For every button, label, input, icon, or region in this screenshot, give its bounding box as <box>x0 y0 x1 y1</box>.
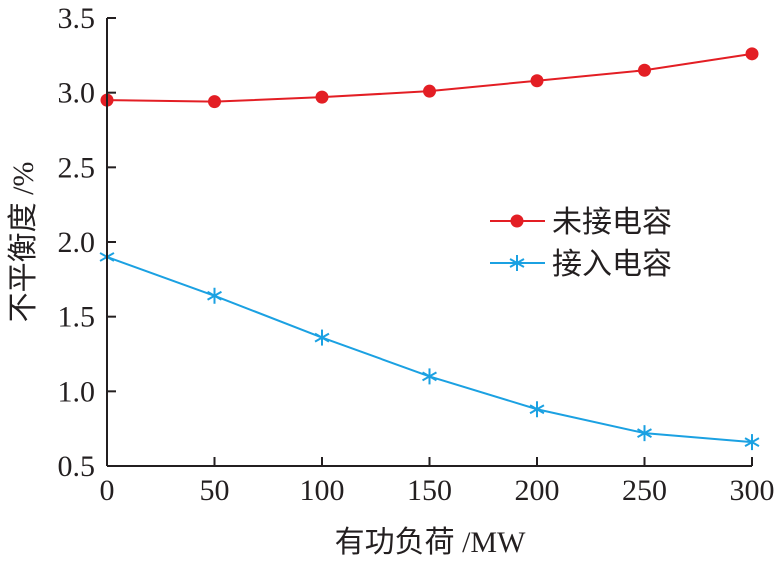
x-tick-label: 100 <box>300 474 345 507</box>
asterisk-stroke <box>207 290 222 301</box>
legend-label: 未接电容 <box>552 206 672 239</box>
y-tick-label: 3.5 <box>58 2 96 35</box>
ticks: 0 50 100 150 200 250 300 0.5 1.0 1.5 2.0 2.5 3.0 3.5 <box>58 2 775 507</box>
data-point-asterisk <box>509 255 525 271</box>
y-tick-label: 1.5 <box>58 301 96 334</box>
data-point-asterisk <box>529 401 545 418</box>
data-point-circle <box>745 47 759 61</box>
y-tick-label: 2.0 <box>58 226 96 259</box>
y-axis-label: 不平衡度 /% <box>7 162 40 323</box>
y-tick-label: 2.5 <box>58 151 96 184</box>
data-point-circle <box>530 74 544 88</box>
x-tick-label: 250 <box>622 474 667 507</box>
x-tick-label: 50 <box>200 474 230 507</box>
series-line <box>106 255 753 444</box>
data-point-asterisk <box>422 368 437 385</box>
x-axis-label: 有功负荷 /MW <box>335 526 527 559</box>
data-point-asterisk <box>207 287 222 304</box>
data-point-circle <box>208 95 221 109</box>
data-point-circle <box>638 63 651 77</box>
asterisk-stroke <box>509 258 525 268</box>
asterisk-stroke <box>744 437 760 447</box>
data-point-circle <box>315 90 329 104</box>
asterisk-stroke <box>314 332 330 343</box>
asterisk-stroke <box>637 428 652 439</box>
y-tick-label: 3.0 <box>58 77 96 110</box>
x-tick-label: 150 <box>407 474 452 507</box>
data-point-circle <box>423 84 436 98</box>
asterisk-stroke <box>529 404 545 415</box>
legend-label: 接入电容 <box>552 248 672 281</box>
data-point-circle <box>510 214 524 228</box>
y-tick-label: 0.5 <box>58 450 96 483</box>
data-point-asterisk <box>744 434 760 451</box>
x-tick-label: 300 <box>730 474 775 507</box>
y-tick-label: 1.0 <box>58 375 96 408</box>
x-tick-label: 200 <box>515 474 560 507</box>
x-tick-label: 0 <box>100 474 115 507</box>
asterisk-stroke <box>422 371 437 382</box>
data-point-asterisk <box>314 329 330 346</box>
data-point-asterisk <box>637 425 652 442</box>
